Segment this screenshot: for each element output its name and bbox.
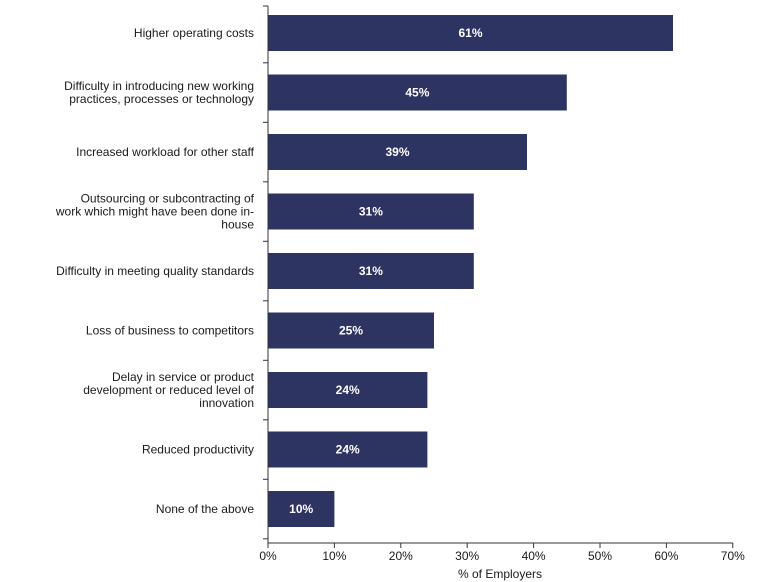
category-labels-group: Higher operating costs Difficulty in intr… bbox=[55, 26, 255, 516]
data-label: 31% bbox=[359, 205, 383, 219]
category-label: Increased workload for other staff bbox=[76, 145, 255, 159]
bars-group bbox=[268, 15, 673, 527]
x-axis-title: % of Employers bbox=[458, 567, 542, 581]
data-label: 61% bbox=[458, 26, 482, 40]
bar bbox=[268, 491, 335, 527]
category-label-line: Reduced productivity bbox=[142, 443, 254, 457]
data-label: 25% bbox=[339, 324, 363, 338]
category-label-line: Higher operating costs bbox=[134, 26, 254, 40]
category-label-line: Delay in service or product bbox=[112, 370, 255, 384]
bar bbox=[268, 134, 527, 170]
data-label: 45% bbox=[405, 86, 429, 100]
bar bbox=[268, 312, 434, 349]
category-label-line: work which might have been done in- bbox=[55, 205, 254, 219]
x-ticks-group: 0% 10% 20% 30% 40% 50% 60% 70% bbox=[259, 543, 745, 563]
x-tick-label: 50% bbox=[588, 549, 612, 563]
data-label: 31% bbox=[359, 264, 383, 278]
x-tick-label: 70% bbox=[721, 549, 745, 563]
category-label-line: innovation bbox=[199, 396, 254, 410]
category-label-line: Difficulty in introducing new working bbox=[64, 79, 254, 93]
x-tick-label: 40% bbox=[522, 549, 546, 563]
x-tick-label: 30% bbox=[455, 549, 479, 563]
data-label: 39% bbox=[385, 145, 409, 159]
x-tick-label: 60% bbox=[654, 549, 678, 563]
category-label-line: None of the above bbox=[156, 502, 254, 516]
category-label: Difficulty in meeting quality standards bbox=[56, 264, 254, 278]
axes-group bbox=[263, 5, 733, 544]
category-label-line: Outsourcing or subcontracting of bbox=[81, 192, 255, 206]
bar bbox=[268, 15, 673, 51]
bar bbox=[268, 74, 567, 111]
category-label: Higher operating costs bbox=[134, 26, 254, 40]
bar bbox=[268, 372, 428, 408]
data-label: 24% bbox=[336, 383, 360, 397]
bar bbox=[268, 431, 428, 468]
bar bbox=[268, 253, 474, 289]
category-label: Outsourcing or subcontracting of work whi… bbox=[55, 192, 255, 232]
category-label-line: development or reduced level of bbox=[83, 383, 254, 397]
category-label-line: practices, processes or technology bbox=[69, 92, 254, 106]
data-label: 24% bbox=[336, 443, 360, 457]
value-labels-group: 61% 45% 39% 31% 31% 25% 24% 24% 10% bbox=[289, 26, 483, 516]
x-tick-label: 0% bbox=[259, 549, 277, 563]
category-label: Difficulty in introducing new working pra… bbox=[64, 79, 254, 106]
x-tick-label: 20% bbox=[389, 549, 413, 563]
category-label: Reduced productivity bbox=[142, 443, 254, 457]
category-label-line: Loss of business to competitors bbox=[86, 324, 254, 338]
data-label: 10% bbox=[289, 502, 313, 516]
category-label: None of the above bbox=[156, 502, 254, 516]
bar bbox=[268, 193, 474, 230]
category-label: Loss of business to competitors bbox=[86, 324, 254, 338]
category-label-line: Increased workload for other staff bbox=[76, 145, 255, 159]
category-label-line: Difficulty in meeting quality standards bbox=[56, 264, 254, 278]
x-tick-label: 10% bbox=[322, 549, 346, 563]
category-label-line: house bbox=[221, 218, 254, 232]
category-label: Delay in service or product development o… bbox=[83, 370, 254, 410]
